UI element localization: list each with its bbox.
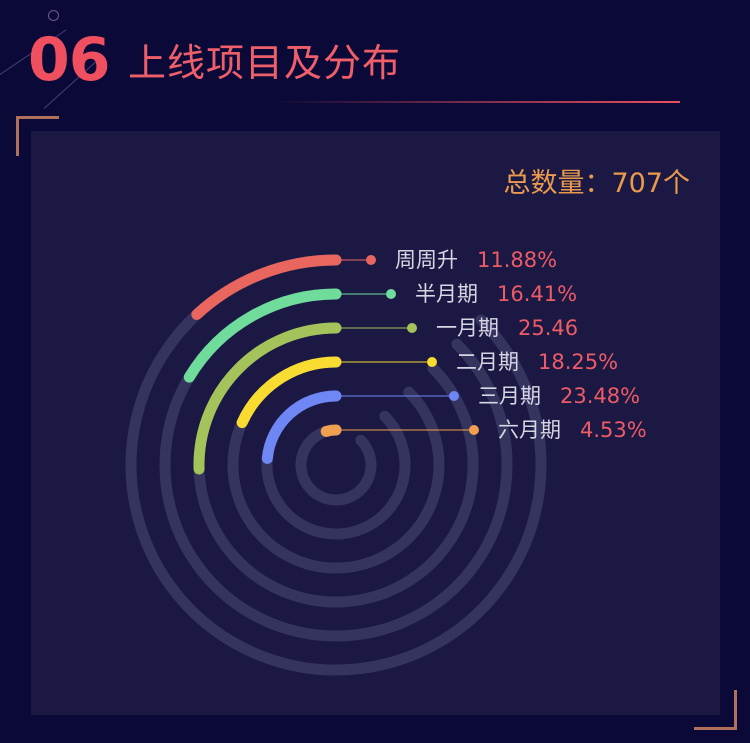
series-1-value-label: 11.88% [477, 248, 557, 272]
series-2-leader-dot [386, 289, 396, 299]
chart-panel: 总数量：707个 周周升 11.88% 半月期 16.41% 一月期 25.46 二月期 18… [31, 131, 720, 715]
series-6-value-label: 4.53% [580, 418, 647, 442]
section-title: 上线项目及分布 [128, 41, 402, 85]
series-3-value-label: 25.46 [518, 316, 578, 340]
series-6-leader-dot [469, 425, 479, 435]
section-number: 06 [28, 25, 110, 95]
series-5-leader-dot [449, 391, 459, 401]
corner-bracket-top-left [16, 116, 59, 156]
series-4-value-label: 18.25% [538, 350, 618, 374]
radial-bar-chart: 周周升 11.88% 半月期 16.41% 一月期 25.46 二月期 18.25% 三月期 23… [125, 248, 647, 676]
total-value: 707个 [611, 168, 690, 199]
series-5-bar [261, 390, 342, 464]
series-1-name-label: 周周升 [395, 248, 458, 272]
series-3-leader-dot [407, 323, 417, 333]
series-6-name-label: 六月期 [498, 418, 561, 442]
series-2-name-label: 半月期 [415, 282, 478, 306]
series-5-value-label: 23.48% [560, 384, 640, 408]
series-4-name-label: 二月期 [456, 350, 519, 374]
series-1-bar [191, 254, 342, 321]
total-count: 总数量：707个 [503, 161, 690, 200]
title-underline [270, 101, 680, 103]
decor-circle [48, 10, 59, 21]
series-2-bar [183, 288, 342, 383]
series-4-bar [236, 356, 342, 429]
series-2-value-label: 16.41% [497, 282, 577, 306]
series-4-leader-dot [427, 357, 437, 367]
series-3-bar [193, 322, 342, 475]
total-label: 总数量： [503, 168, 612, 199]
series-6-bar [320, 424, 342, 437]
series-5-name-label: 三月期 [478, 384, 541, 408]
series-3-name-label: 一月期 [436, 316, 499, 340]
series-6-track [295, 424, 377, 506]
series-1-leader-dot [366, 255, 376, 265]
corner-bracket-bottom-right [694, 690, 737, 730]
series-1-track [125, 254, 547, 676]
